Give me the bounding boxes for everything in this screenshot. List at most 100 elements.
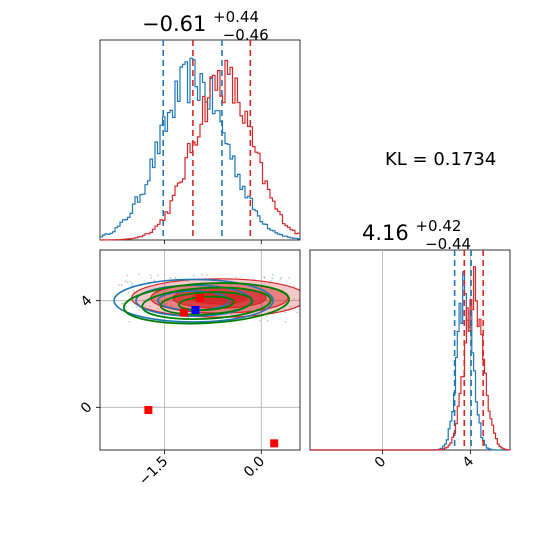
joint-sample-103 [124, 305, 127, 308]
joint-sample-115 [192, 274, 195, 277]
joint-sample-128 [307, 291, 309, 293]
joint-sample-79 [314, 310, 316, 312]
joint-sample-91 [129, 280, 132, 283]
joint-sample-10 [266, 319, 269, 322]
joint-sample-152 [313, 295, 315, 297]
hist-y-series-0 [310, 271, 510, 451]
joint-sample-135 [174, 276, 177, 279]
joint-sample-29 [166, 302, 169, 305]
joint-sample-77 [270, 288, 273, 291]
joint-sample-101 [284, 320, 287, 323]
joint-sample-54 [304, 316, 306, 318]
joint-sample-55 [307, 318, 309, 320]
joint-sample-5 [138, 273, 140, 276]
joint-sample-46 [158, 300, 161, 303]
joint-sample-143 [132, 289, 135, 292]
joint-sample-105 [303, 295, 305, 297]
joint-sample-116 [135, 306, 138, 309]
panel-frame-marginal-y [309, 249, 511, 451]
panel-frame-marginal-x [99, 39, 301, 241]
joint-sample-81 [229, 283, 232, 286]
kl-annotation: KL = 0.1734 [385, 149, 496, 170]
joint-sample-130 [280, 276, 283, 279]
joint-green-contour-2 [159, 291, 254, 316]
joint-ytick-label-1: 4 [78, 293, 96, 311]
joint-green-contour-3 [178, 295, 235, 311]
joint-sample-114 [150, 276, 153, 279]
joint-sample-145 [303, 276, 305, 278]
joint-sample-155 [235, 276, 237, 279]
joint-sample-48 [272, 273, 274, 276]
joint-sample-93 [270, 280, 272, 282]
joint-sample-107 [313, 280, 315, 282]
joint-marker-0 [144, 406, 153, 414]
joint-sample-146 [266, 315, 269, 318]
title-y-base: 4.16 [362, 221, 409, 245]
joint-sample-11 [279, 278, 282, 281]
joint-sample-148 [130, 282, 133, 285]
joint-xtick-label-0: −1.5 [136, 454, 171, 489]
joint-sample-23 [289, 305, 292, 308]
joint-marker-2 [196, 294, 204, 302]
title-y-sup: +0.42 [415, 217, 461, 235]
joint-sample-137 [169, 276, 172, 279]
joint-sample-30 [186, 280, 189, 283]
joint-sample-90 [317, 304, 319, 306]
joint-sample-31 [311, 309, 313, 311]
joint-sample-35 [128, 320, 131, 323]
title-x: −0.61 +0.44 −0.46 [142, 3, 269, 44]
joint-sample-132 [153, 279, 156, 282]
joint-xtick-label-1: 0.0 [241, 454, 268, 481]
joint-sample-6 [120, 284, 123, 287]
joint-sample-85 [201, 273, 204, 276]
joint-blue-contour-0 [113, 278, 274, 323]
joint-sample-120 [312, 311, 314, 313]
joint-sample-149 [169, 305, 172, 308]
panel-joint: −1.5 0.0 0 4 [78, 249, 319, 489]
title-y: 4.16 +0.42 −0.44 [362, 212, 471, 253]
joint-sample-153 [313, 304, 315, 306]
hist-y-xtick-label-0: 0 [372, 454, 390, 472]
joint-green-contour-0 [122, 282, 290, 325]
joint-marker-3 [270, 439, 279, 448]
joint-sample-86 [293, 285, 296, 288]
joint-sample-109 [149, 274, 152, 277]
joint-sample-88 [304, 292, 306, 294]
joint-sample-111 [149, 305, 151, 308]
joint-sample-28 [296, 311, 298, 314]
joint-contours [100, 250, 319, 458]
joint-sample-110 [311, 297, 313, 299]
hist-x-series-1 [100, 59, 300, 241]
joint-marker-5 [191, 306, 200, 314]
joint-sample-106 [157, 274, 159, 277]
joint-sample-18 [127, 292, 130, 294]
joint-sample-124 [271, 277, 274, 280]
joint-sample-96 [121, 302, 124, 305]
joint-sample-98 [164, 303, 167, 306]
joint-sample-123 [263, 276, 266, 278]
joint-sample-17 [157, 307, 160, 310]
title-x-sub: −0.46 [223, 26, 269, 44]
joint-marker-4 [273, 450, 281, 458]
joint-ytick-label-0: 0 [78, 399, 96, 417]
panel-marginal-x: −0.61 +0.44 −0.46 [99, 3, 301, 244]
joint-sample-73 [293, 298, 295, 301]
title-y-sub: −0.44 [425, 235, 471, 253]
histogram-y [310, 250, 510, 451]
joint-clip-group [100, 250, 319, 458]
joint-green-contour-1 [141, 286, 272, 320]
joint-sample-131 [230, 313, 233, 316]
joint-sample-2 [138, 309, 140, 311]
hist-y-series-1 [310, 266, 510, 451]
joint-sample-36 [258, 320, 261, 322]
joint-sample-41 [124, 280, 127, 283]
joint-marker-1 [179, 308, 188, 317]
hist-x-series-0 [99, 57, 300, 240]
hist-y-xtick-label-1: 4 [460, 453, 478, 471]
histogram-x [99, 40, 300, 244]
title-x-base: −0.61 [142, 12, 206, 36]
title-x-sup: +0.44 [213, 8, 259, 26]
